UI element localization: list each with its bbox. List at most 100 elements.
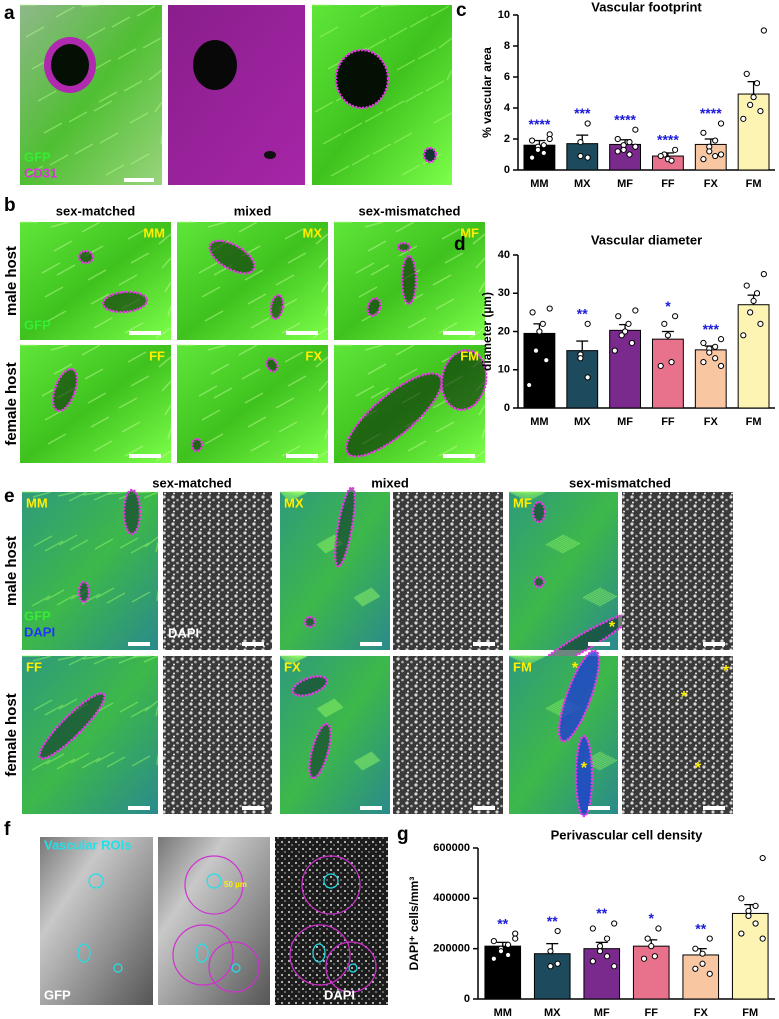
texture bbox=[444, 252, 464, 264]
texture bbox=[45, 589, 65, 601]
texture bbox=[244, 269, 264, 281]
data-point bbox=[743, 282, 750, 289]
vessel bbox=[291, 674, 329, 698]
texture bbox=[155, 705, 159, 717]
data-point bbox=[743, 70, 750, 78]
data-point bbox=[717, 362, 725, 370]
data-point bbox=[672, 313, 679, 320]
data-point bbox=[596, 948, 604, 955]
texture bbox=[357, 755, 377, 767]
texture bbox=[74, 143, 94, 155]
texture bbox=[288, 491, 308, 502]
texture bbox=[472, 233, 486, 245]
label: FM bbox=[513, 659, 532, 674]
texture bbox=[57, 655, 77, 661]
texture bbox=[317, 699, 337, 711]
scale-bar bbox=[128, 642, 150, 646]
label: 400000 bbox=[433, 892, 470, 904]
texture bbox=[119, 537, 139, 549]
texture bbox=[319, 701, 339, 713]
texture bbox=[124, 322, 144, 334]
texture bbox=[241, 368, 261, 380]
texture bbox=[361, 595, 381, 607]
data-point bbox=[540, 142, 547, 149]
texture bbox=[148, 69, 163, 81]
texture bbox=[370, 387, 390, 399]
scale-bar bbox=[473, 642, 495, 646]
data-point bbox=[668, 359, 675, 366]
texture bbox=[144, 700, 159, 712]
texture bbox=[284, 228, 304, 240]
texture bbox=[284, 351, 304, 363]
label: ** bbox=[596, 905, 607, 921]
vessel bbox=[532, 575, 546, 589]
texture bbox=[358, 286, 378, 298]
data-point bbox=[712, 355, 719, 362]
scale-bar bbox=[443, 454, 475, 458]
vessel bbox=[334, 48, 390, 110]
label: * bbox=[723, 663, 730, 680]
bar bbox=[731, 912, 769, 1000]
roi bbox=[195, 943, 209, 963]
texture bbox=[123, 80, 143, 92]
bar bbox=[533, 953, 571, 1000]
texture bbox=[478, 404, 486, 416]
texture bbox=[25, 26, 45, 38]
texture bbox=[213, 387, 233, 399]
texture bbox=[45, 753, 65, 765]
texture bbox=[380, 4, 400, 7]
texture bbox=[93, 440, 113, 452]
label: MX bbox=[284, 495, 304, 510]
scale-bar bbox=[703, 642, 725, 646]
label: c bbox=[456, 0, 467, 21]
data-point bbox=[534, 146, 542, 153]
texture bbox=[47, 433, 67, 445]
scale-bar bbox=[360, 642, 382, 646]
texture bbox=[247, 293, 267, 305]
data-point bbox=[712, 152, 719, 160]
label: FM bbox=[746, 416, 762, 428]
texture bbox=[395, 344, 415, 356]
label: * bbox=[572, 660, 579, 677]
label: * bbox=[665, 298, 671, 314]
texture bbox=[370, 264, 390, 276]
data-point bbox=[661, 320, 668, 327]
texture bbox=[364, 344, 384, 351]
texture bbox=[312, 450, 329, 462]
texture bbox=[44, 409, 64, 421]
scale-bar bbox=[242, 642, 264, 646]
label: FF bbox=[661, 178, 675, 190]
data-point bbox=[611, 963, 618, 970]
texture bbox=[598, 759, 618, 771]
texture bbox=[70, 752, 90, 764]
texture bbox=[407, 440, 427, 452]
data-point bbox=[528, 154, 536, 161]
texture bbox=[131, 591, 151, 603]
texture bbox=[132, 655, 152, 658]
texture bbox=[81, 221, 101, 233]
data-point bbox=[750, 94, 757, 101]
texture bbox=[596, 758, 616, 770]
texture bbox=[358, 592, 378, 604]
label: 200000 bbox=[433, 943, 470, 955]
label: GFP bbox=[44, 987, 71, 1002]
data-point bbox=[747, 101, 754, 109]
data-point bbox=[547, 948, 554, 955]
data-point bbox=[626, 151, 633, 158]
bar bbox=[694, 349, 727, 409]
texture bbox=[520, 655, 540, 663]
bar bbox=[484, 945, 522, 1000]
texture bbox=[31, 595, 51, 607]
data-point bbox=[589, 925, 596, 932]
data-point bbox=[546, 135, 553, 143]
label: 2 bbox=[504, 133, 510, 145]
data-point bbox=[554, 960, 561, 967]
micrograph bbox=[163, 656, 272, 814]
data-point bbox=[717, 336, 725, 343]
texture bbox=[318, 536, 338, 548]
texture bbox=[68, 111, 88, 123]
texture bbox=[321, 703, 341, 715]
label: DAPI⁺ cells/mm³ bbox=[407, 877, 421, 971]
texture bbox=[478, 281, 486, 293]
